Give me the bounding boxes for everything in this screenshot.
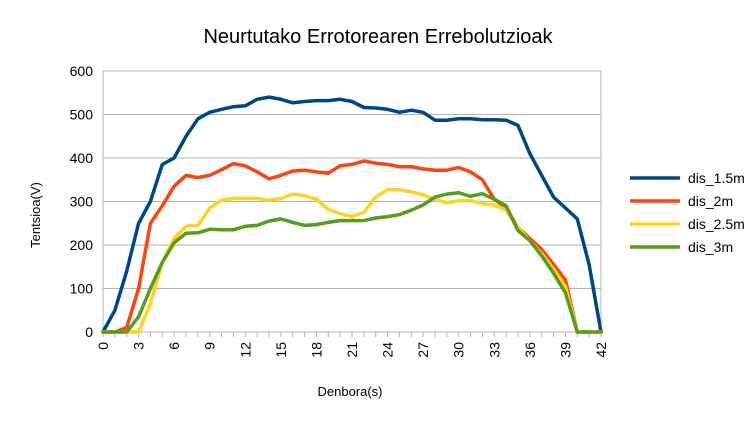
- legend-label: dis_2.5m: [688, 216, 745, 232]
- x-tick-label: 39: [557, 342, 573, 358]
- chart-title: Neurtutako Errotorearen Errebolutzioak: [203, 26, 553, 48]
- x-tick-labels: 0 3 6 9 12 15 18 21 24 27 30 33 36 39 42: [95, 342, 609, 358]
- series-line-dis-2m: [101, 159, 603, 334]
- y-tick-label: 500: [70, 107, 94, 123]
- x-axis-label: Denbora(s): [317, 384, 382, 399]
- axes: [102, 71, 602, 337]
- series-lines: [101, 95, 603, 334]
- legend: dis_1.5m dis_2m dis_2.5m dis_3m: [630, 170, 745, 255]
- legend-label: dis_2m: [688, 193, 733, 209]
- y-tick-label: 100: [70, 281, 94, 297]
- y-tick-label: 300: [70, 194, 94, 210]
- x-tick-label: 6: [166, 342, 182, 350]
- x-tick-label: 36: [522, 342, 538, 358]
- x-tick-label: 9: [202, 342, 218, 350]
- x-tick-label: 24: [380, 342, 396, 358]
- legend-label: dis_1.5m: [688, 170, 745, 186]
- x-tick-label: 3: [131, 342, 147, 350]
- x-tick-label: 27: [415, 342, 431, 358]
- x-tick-label: 15: [273, 342, 289, 358]
- x-tick-label: 0: [95, 342, 111, 350]
- y-tick-label: 400: [70, 150, 94, 166]
- y-tick-label: 200: [70, 237, 94, 253]
- series-line-dis-1-5m: [101, 95, 603, 334]
- x-tick-label: 12: [237, 342, 253, 358]
- legend-label: dis_3m: [688, 239, 733, 255]
- gridlines: [103, 70, 601, 333]
- series-line-dis-3m: [101, 191, 603, 334]
- x-tick-label: 21: [344, 342, 360, 358]
- y-tick-label: 600: [70, 63, 94, 79]
- x-tick-label: 42: [593, 342, 609, 358]
- y-tick-labels: 0 100 200 300 400 500 600: [70, 63, 94, 340]
- series-line-dis-2-5m: [101, 188, 603, 334]
- x-tick-label: 18: [308, 342, 324, 358]
- y-axis-label: Tentsioa(V): [28, 182, 43, 248]
- y-tick-label: 0: [85, 324, 93, 340]
- x-tick-label: 33: [486, 342, 502, 358]
- x-tick-label: 30: [451, 342, 467, 358]
